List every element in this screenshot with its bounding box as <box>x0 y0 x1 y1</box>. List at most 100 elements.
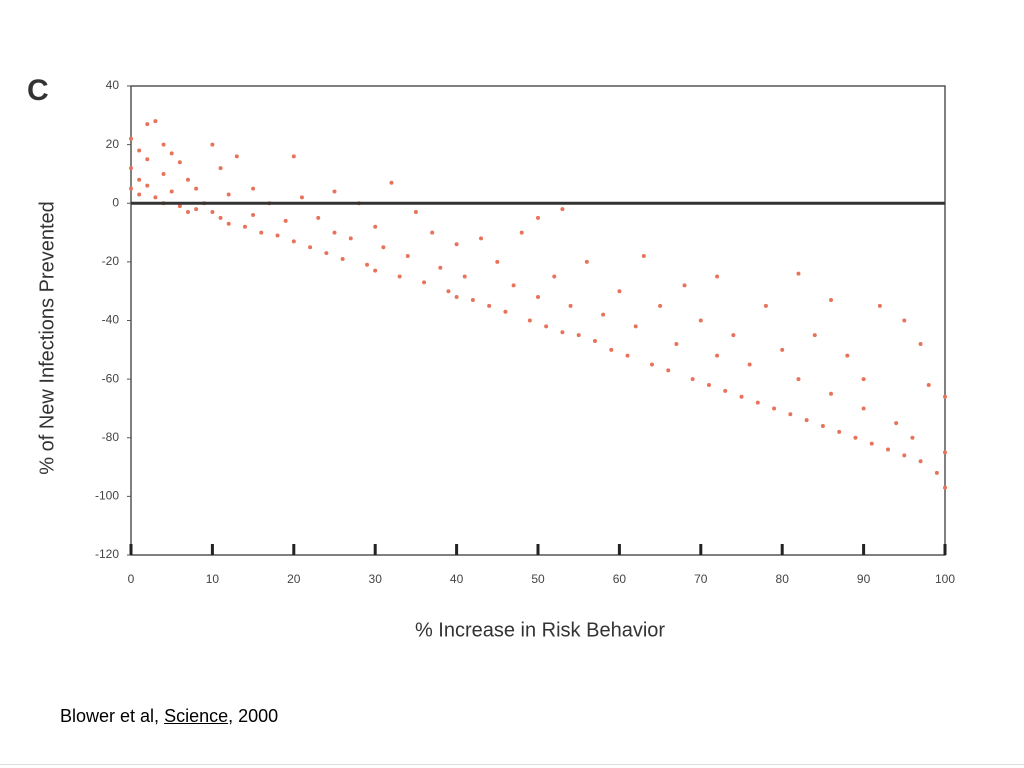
point <box>129 166 133 171</box>
x-tick-label: 10 <box>206 572 220 586</box>
y-axis-title: % of New Infections Prevented <box>36 201 58 474</box>
point <box>226 221 231 226</box>
point <box>161 142 166 147</box>
x-tick-label: 90 <box>857 572 871 586</box>
point <box>251 186 256 191</box>
point <box>405 254 410 259</box>
point <box>641 254 646 259</box>
point <box>324 251 329 256</box>
point <box>527 318 532 323</box>
point <box>373 268 378 273</box>
point <box>853 435 858 440</box>
point <box>755 400 760 405</box>
y-tick-label: 0 <box>112 195 119 209</box>
y-tick-label: -80 <box>102 430 120 444</box>
point <box>194 186 199 191</box>
point <box>308 245 313 250</box>
y-tick-label: -20 <box>102 254 120 268</box>
y-tick-label: -60 <box>102 371 120 385</box>
point <box>210 142 215 147</box>
point <box>340 256 345 261</box>
point <box>137 177 142 182</box>
point <box>373 224 378 229</box>
point <box>129 136 133 141</box>
panel-label: C <box>27 74 49 107</box>
point <box>739 394 744 399</box>
x-tick-label: 20 <box>287 572 301 586</box>
point <box>715 353 720 358</box>
point <box>332 189 337 194</box>
point <box>845 353 850 358</box>
point <box>886 447 891 452</box>
point <box>560 207 565 212</box>
point <box>177 160 182 165</box>
caption-year: , 2000 <box>228 706 279 726</box>
point <box>601 312 606 317</box>
point <box>145 122 150 127</box>
point <box>943 394 947 399</box>
point <box>169 151 174 156</box>
point <box>560 330 565 335</box>
caption: Blower et al, Science, 2000 <box>60 706 278 727</box>
x-tick-label: 100 <box>935 572 955 586</box>
point <box>552 274 557 279</box>
point <box>291 154 296 159</box>
point <box>137 148 142 153</box>
point <box>185 177 190 182</box>
point <box>633 324 638 329</box>
point <box>698 318 703 323</box>
point <box>462 274 467 279</box>
point <box>715 274 720 279</box>
point <box>747 362 752 367</box>
point <box>943 450 947 455</box>
point <box>926 382 931 387</box>
point <box>226 192 231 197</box>
point <box>682 283 687 288</box>
point <box>381 245 386 250</box>
point <box>185 210 190 215</box>
point <box>161 171 166 176</box>
point <box>869 441 874 446</box>
point <box>299 195 304 200</box>
footer-rule <box>0 764 1024 765</box>
point <box>576 333 581 338</box>
point <box>544 324 549 329</box>
point <box>902 318 907 323</box>
point <box>495 259 500 264</box>
point <box>894 421 899 426</box>
point <box>438 265 443 270</box>
x-tick-label: 50 <box>531 572 545 586</box>
x-tick-label: 30 <box>369 572 383 586</box>
point <box>829 297 834 302</box>
point <box>877 303 882 308</box>
point <box>910 435 915 440</box>
point <box>780 347 785 352</box>
point <box>617 289 622 294</box>
point <box>470 297 475 302</box>
point <box>169 189 174 194</box>
point <box>820 424 825 429</box>
point <box>943 485 947 490</box>
point <box>397 274 402 279</box>
point <box>788 412 793 417</box>
point <box>723 388 728 393</box>
point <box>731 333 736 338</box>
point <box>658 303 663 308</box>
point <box>934 470 939 475</box>
point <box>796 377 801 382</box>
point <box>706 382 711 387</box>
point <box>829 391 834 396</box>
caption-journal: Science <box>164 706 229 726</box>
point <box>145 157 150 162</box>
y-tick-label: 40 <box>106 78 120 92</box>
y-tick-label: -40 <box>102 313 120 327</box>
point <box>592 339 597 344</box>
point <box>153 119 158 124</box>
point <box>536 215 540 220</box>
y-tick-label: 20 <box>106 137 120 151</box>
point <box>918 341 923 346</box>
point <box>674 341 679 346</box>
point <box>918 459 923 464</box>
point <box>804 418 809 423</box>
